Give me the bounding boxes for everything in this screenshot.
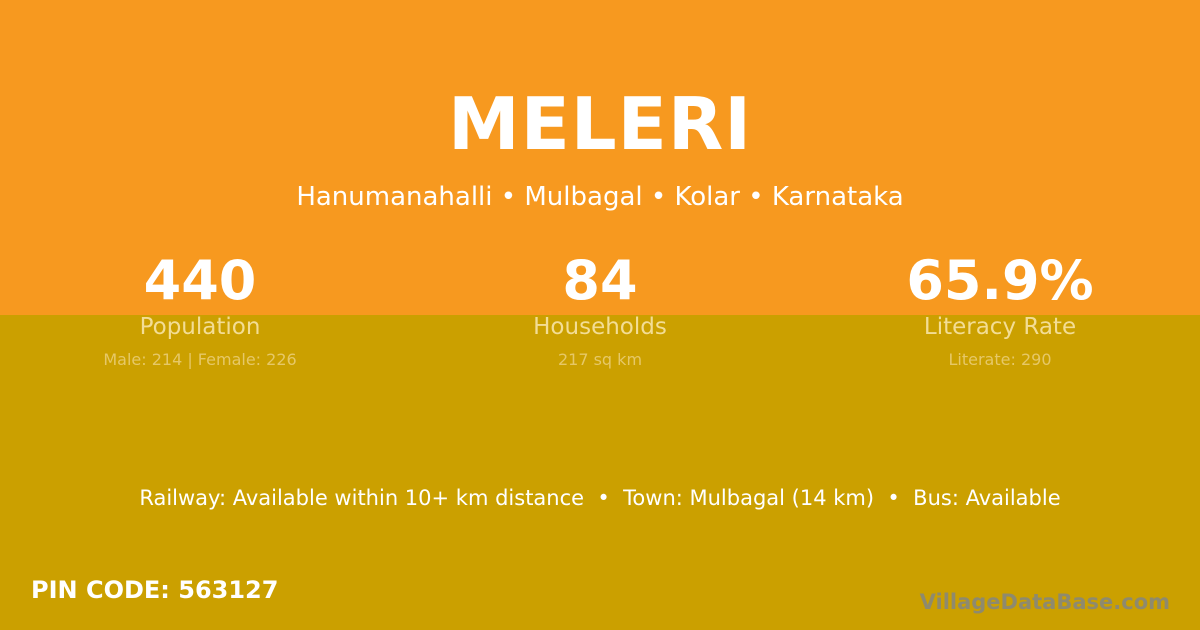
stat-value: 84 (562, 249, 638, 312)
header-band (0, 0, 1200, 315)
stat-label: Population (139, 314, 261, 340)
stat-sub: Literate: 290 (948, 350, 1052, 369)
stat-value: 65.9% (906, 249, 1094, 312)
stat-value: 440 (143, 249, 257, 312)
stat-population: 440 Population Male: 214 | Female: 226 (0, 249, 400, 370)
pin-code: PIN CODE: 563127 (31, 576, 279, 604)
location-breadcrumb: Hanumanahalli • Mulbagal • Kolar • Karna… (296, 182, 904, 212)
stat-label: Households (533, 314, 667, 340)
stat-sub: Male: 214 | Female: 226 (103, 350, 297, 369)
stat-households: 84 Households 217 sq km (400, 249, 800, 370)
village-title: MELERI (447, 82, 753, 166)
transport-info: Railway: Available within 10+ km distanc… (139, 486, 1061, 510)
watermark-logo: VillageDataBase.com (919, 590, 1170, 614)
stat-label: Literacy Rate (923, 314, 1077, 340)
stat-sub: 217 sq km (557, 350, 643, 369)
stat-literacy: 65.9% Literacy Rate Literate: 290 (800, 249, 1200, 370)
